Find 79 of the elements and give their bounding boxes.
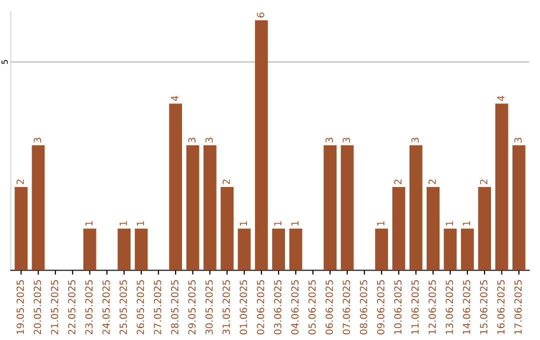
- x-tick-label: 02.06.2025: [256, 280, 264, 334]
- data-label: 4: [171, 96, 178, 102]
- data-label: 2: [394, 180, 402, 184]
- x-tick-label: 27.05.2025: [154, 280, 162, 334]
- x-tick-label: 22.05.2025: [68, 280, 76, 334]
- bar: [460, 228, 474, 270]
- bar: [272, 228, 286, 270]
- x-tick-label: 31.05.2025: [222, 280, 230, 334]
- data-label: 1: [377, 221, 384, 226]
- bar: [409, 145, 422, 270]
- x-tick-label: 14.06.2025: [462, 280, 470, 334]
- data-label: 3: [188, 138, 196, 142]
- y-tick-label: 5: [2, 60, 8, 64]
- data-label: 2: [222, 180, 230, 184]
- data-label: 1: [240, 221, 247, 226]
- data-label: 1: [463, 221, 470, 226]
- data-label: 2: [16, 180, 24, 184]
- x-tick-label: 01.06.2025: [240, 280, 248, 334]
- data-label: 6: [256, 12, 264, 18]
- bar: [495, 104, 508, 270]
- bar: [238, 228, 251, 270]
- bar: [32, 145, 45, 270]
- data-label: 1: [291, 221, 298, 226]
- x-tick-label: 21.05.2025: [50, 280, 58, 334]
- bar: [14, 186, 28, 270]
- bar: [134, 228, 148, 270]
- data-label: 3: [342, 138, 350, 142]
- bar: [118, 228, 131, 270]
- bar: [254, 20, 268, 270]
- x-tick-label: 13.06.2025: [446, 280, 454, 334]
- data-label: 4: [497, 96, 504, 102]
- data-label: 2: [480, 180, 488, 184]
- x-tick-label: 28.05.2025: [171, 280, 178, 334]
- data-label: 1: [85, 221, 92, 226]
- data-label: 3: [411, 138, 419, 142]
- x-tick-label: 17.06.2025: [514, 280, 522, 334]
- x-tick-label: 09.06.2025: [377, 280, 384, 334]
- x-tick-label: 30.05.2025: [205, 280, 213, 334]
- bar: [324, 145, 337, 270]
- data-label: 1: [120, 221, 127, 226]
- data-label: 3: [205, 138, 213, 142]
- x-tick-label: 03.06.2025: [274, 280, 282, 334]
- x-tick-label: 29.05.2025: [188, 280, 196, 334]
- bar: [186, 145, 200, 270]
- bar: [375, 228, 388, 270]
- x-tick-label: 26.05.2025: [136, 280, 144, 334]
- x-tick-label: 15.06.2025: [480, 280, 488, 334]
- bar: [220, 186, 234, 270]
- x-tick-label: 08.06.2025: [360, 280, 368, 334]
- bar: [392, 186, 406, 270]
- x-tick-label: 10.06.2025: [394, 280, 402, 334]
- x-tick-label: 25.05.2025: [120, 280, 127, 334]
- bar: [289, 228, 302, 270]
- x-tick-label: 16.06.2025: [497, 280, 505, 334]
- data-label: 1: [446, 221, 453, 226]
- x-tick-label: 20.05.2025: [34, 280, 42, 334]
- x-tick-label: 06.06.2025: [326, 280, 333, 334]
- data-label: 2: [428, 180, 436, 184]
- bar: [478, 186, 492, 270]
- x-tick-label: 05.06.2025: [308, 280, 316, 334]
- x-tick-label: 04.06.2025: [291, 280, 299, 334]
- bar: [512, 145, 526, 270]
- x-tick-label: 07.06.2025: [342, 280, 350, 334]
- data-label: 1: [136, 221, 144, 226]
- data-label: 3: [34, 138, 42, 142]
- x-tick-label: 23.05.2025: [85, 280, 93, 334]
- bar: [203, 145, 216, 270]
- x-tick-label: 11.06.2025: [411, 280, 419, 334]
- x-tick-label: 12.06.2025: [428, 280, 436, 334]
- bar: [169, 104, 182, 270]
- data-label: 3: [514, 138, 522, 142]
- data-label: 1: [274, 221, 282, 226]
- x-tick-label: 24.05.2025: [102, 280, 110, 334]
- x-tick-label: 19.05.2025: [16, 280, 24, 334]
- bar: [426, 186, 440, 270]
- bar: [83, 228, 96, 270]
- data-label: 3: [326, 138, 333, 142]
- bar: [340, 145, 354, 270]
- bar: [444, 228, 457, 270]
